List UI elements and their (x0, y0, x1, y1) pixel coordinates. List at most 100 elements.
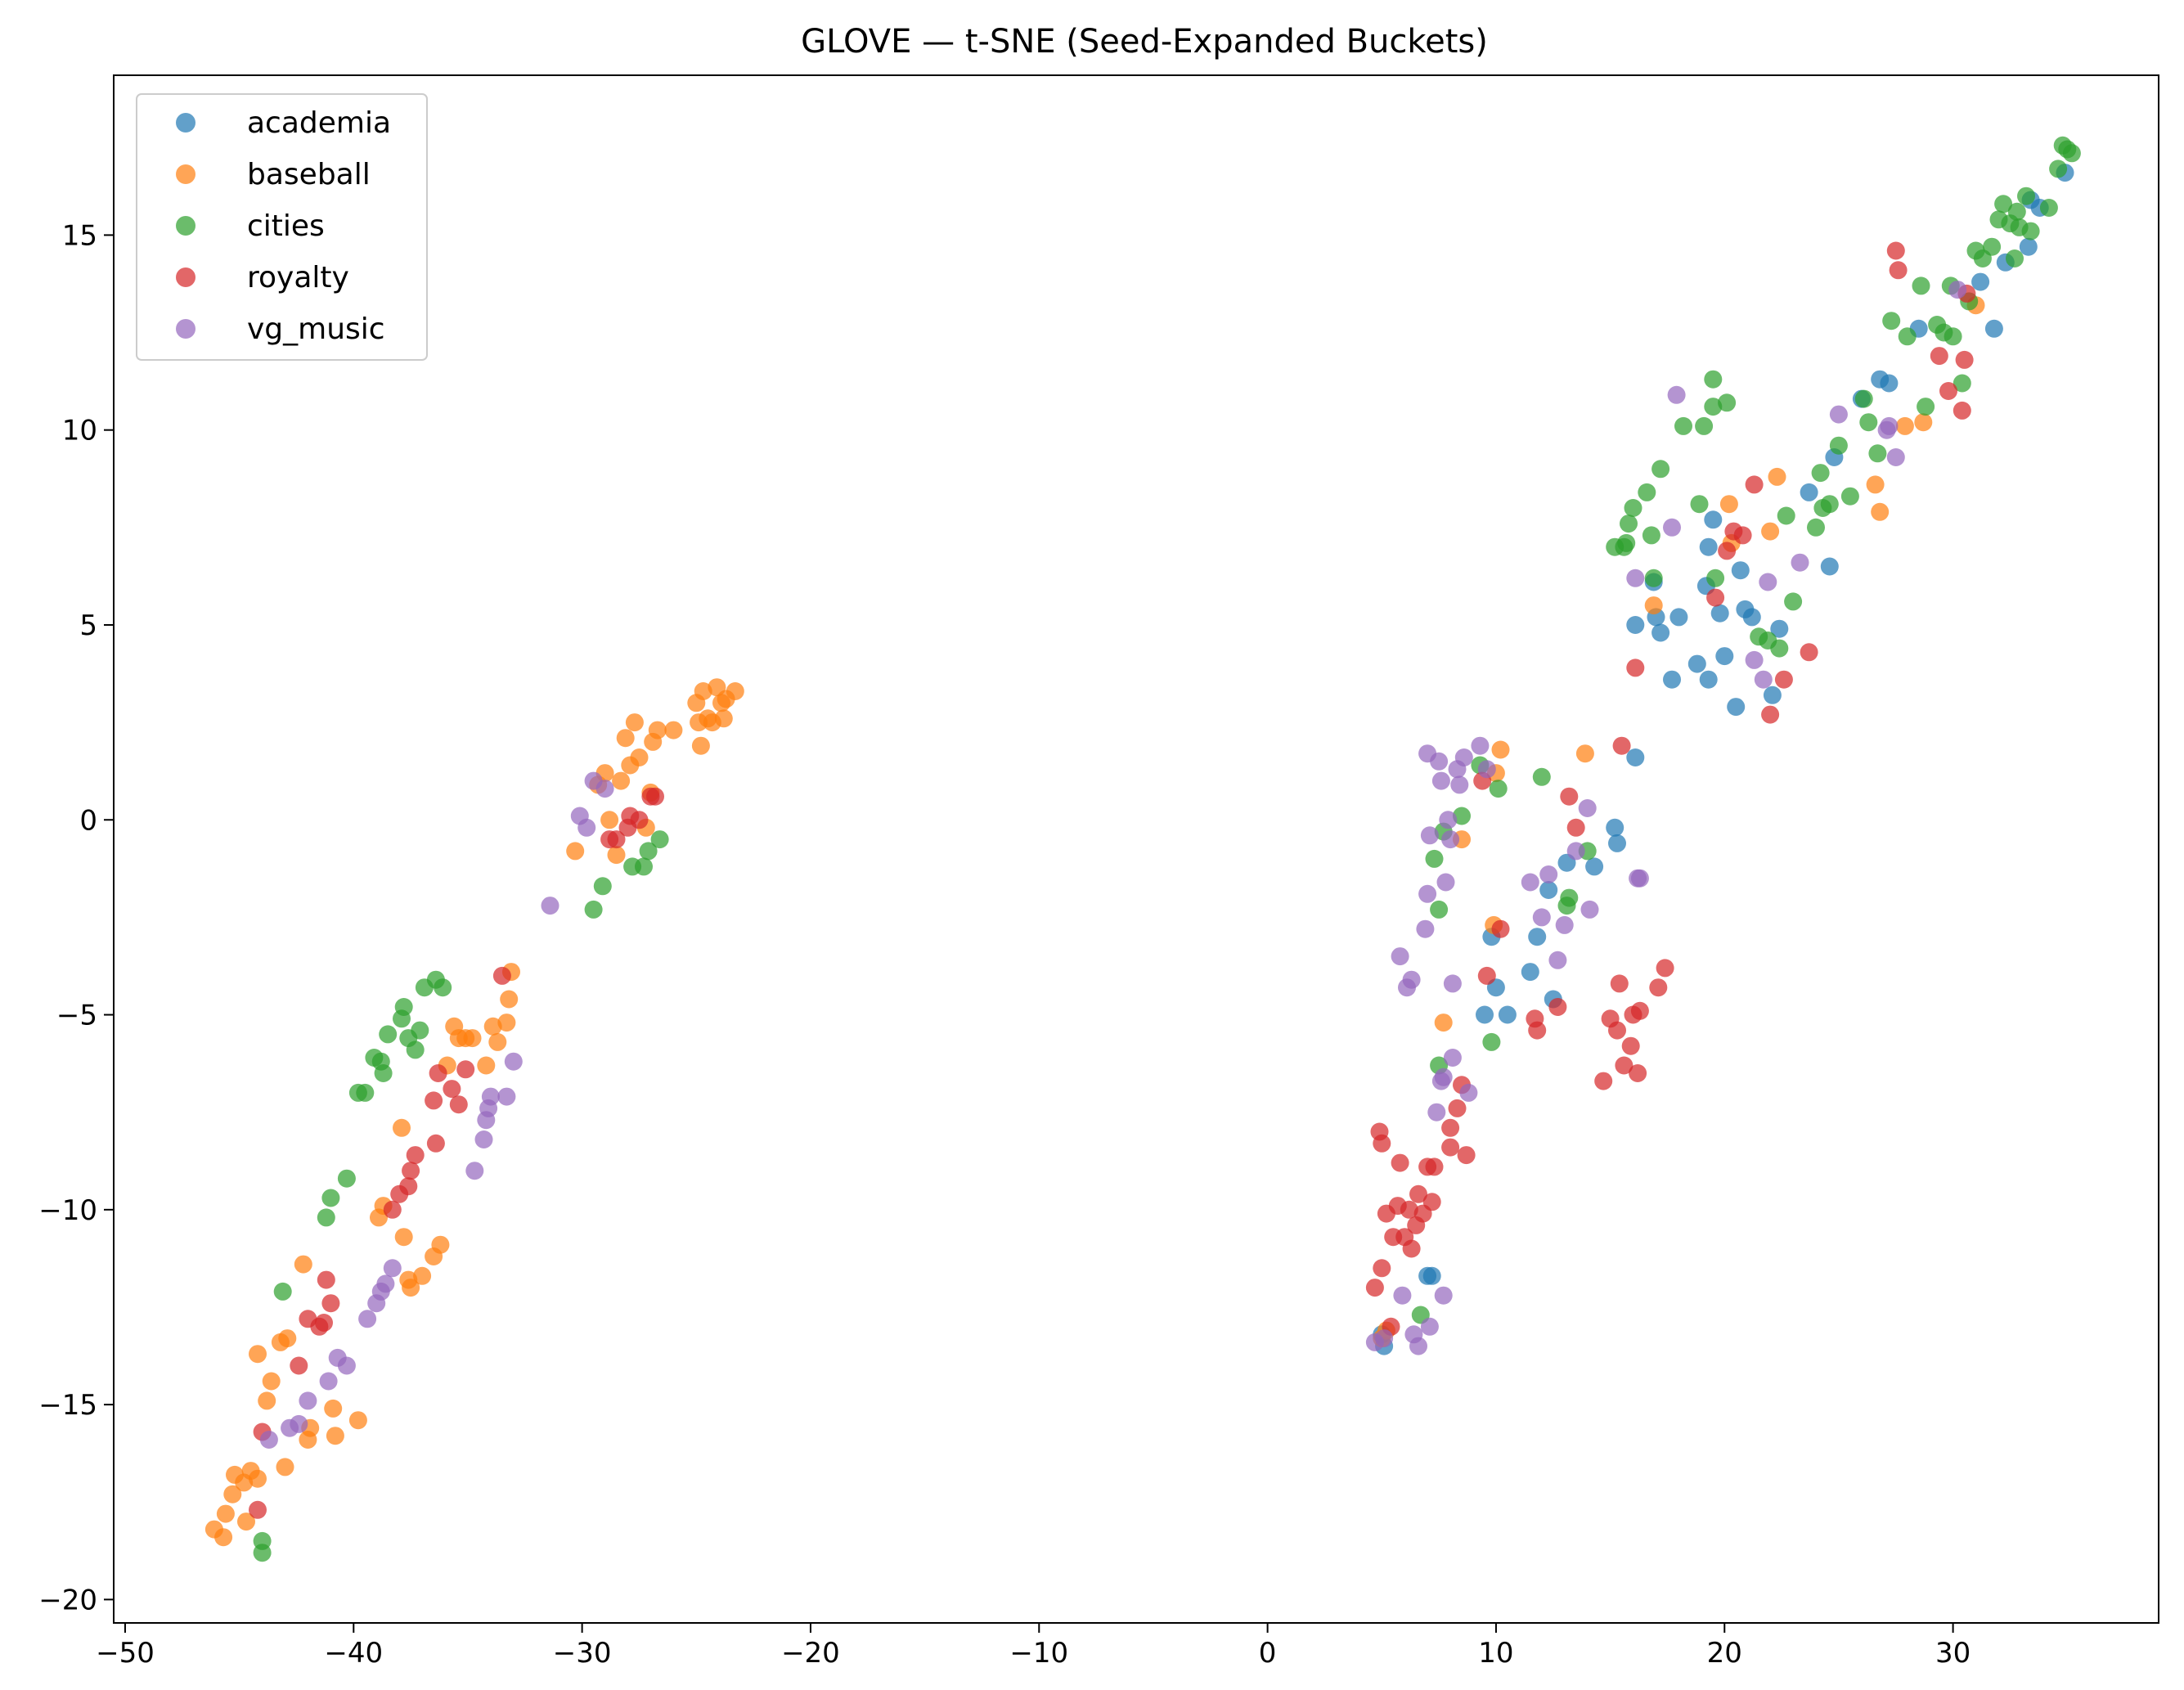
point-cities (1425, 849, 1444, 868)
point-royalty (1889, 261, 1908, 280)
point-vg-music (577, 818, 596, 837)
point-vg-music (376, 1274, 395, 1293)
point-baseball (237, 1512, 255, 1531)
legend: academia baseball cities royalty vg_music (136, 93, 428, 361)
point-vg-music (1402, 970, 1421, 989)
point-cities (2049, 160, 2068, 178)
point-vg-music (474, 1130, 493, 1148)
point-baseball (216, 1504, 235, 1523)
point-cities (1820, 495, 1839, 514)
point-royalty (1953, 401, 1971, 420)
point-royalty (249, 1500, 267, 1519)
point-royalty (1955, 350, 1974, 369)
plot-frame (113, 74, 2159, 1624)
point-cities (1840, 487, 1859, 506)
point-baseball (477, 1056, 496, 1075)
point-baseball (714, 709, 733, 728)
point-vg-music (1420, 826, 1439, 845)
point-academia (1984, 319, 2003, 338)
point-academia (1521, 963, 1539, 982)
point-vg-music (1532, 908, 1551, 927)
x-tick-label: 20 (1707, 1637, 1742, 1670)
point-royalty (1560, 787, 1579, 806)
point-vg-music (481, 1087, 500, 1106)
point-vg-music (290, 1414, 308, 1433)
point-academia (1880, 374, 1899, 393)
y-tick-label: −20 (38, 1584, 97, 1616)
point-baseball (607, 846, 626, 865)
point-baseball (616, 729, 635, 748)
x-tick-label: 30 (1935, 1637, 1971, 1670)
point-vg-music (1548, 951, 1567, 969)
point-cities (1944, 327, 1962, 346)
point-cities (1829, 436, 1848, 455)
point-royalty (1718, 542, 1737, 560)
point-cities (321, 1189, 340, 1207)
point-vg-music (1667, 385, 1686, 404)
point-vg-music (1630, 869, 1649, 888)
y-tick-label: 10 (62, 415, 97, 447)
point-royalty (1930, 347, 1948, 366)
legend-label: baseball (247, 158, 371, 191)
point-cities (317, 1208, 335, 1227)
point-baseball (566, 842, 585, 861)
point-vg-music (1578, 799, 1597, 817)
point-royalty (406, 1146, 425, 1165)
point-royalty (1365, 1279, 1384, 1297)
y-tick-label: 5 (79, 609, 97, 642)
point-academia (1422, 1266, 1441, 1285)
point-academia (1704, 510, 1723, 529)
point-vg-music (465, 1162, 484, 1180)
point-royalty (1425, 1157, 1444, 1176)
point-royalty (1615, 1056, 1634, 1075)
point-baseball (276, 1458, 294, 1477)
point-royalty (425, 1091, 443, 1110)
point-baseball (1871, 502, 1890, 521)
x-tick-label: 0 (1259, 1637, 1277, 1670)
point-royalty (1491, 919, 1510, 938)
point-cities (394, 998, 413, 1016)
point-cities (2039, 199, 2058, 217)
point-academia (1715, 647, 1734, 666)
point-baseball (393, 1118, 411, 1137)
point-vg-music (1427, 1103, 1446, 1121)
point-baseball (600, 811, 619, 829)
point-royalty (630, 811, 649, 829)
point-cities (1868, 444, 1887, 463)
point-vg-music (595, 780, 614, 798)
point-baseball (648, 721, 667, 739)
point-baseball (1761, 522, 1780, 541)
x-tick-label: −30 (553, 1637, 612, 1670)
point-cities (2006, 249, 2024, 267)
point-cities (273, 1282, 292, 1301)
point-vg-music (319, 1372, 338, 1391)
point-baseball (326, 1427, 344, 1445)
point-cities (1770, 639, 1789, 658)
point-cities (593, 877, 612, 896)
point-cities (1994, 195, 2013, 213)
point-royalty (1594, 1072, 1613, 1090)
point-vg-music (1375, 1329, 1394, 1348)
point-vg-music (1829, 405, 1848, 424)
point-royalty (1761, 705, 1780, 724)
legend-label: cities (247, 209, 325, 243)
point-cities (1674, 416, 1692, 435)
point-cities (1704, 398, 1723, 416)
point-baseball (258, 1391, 276, 1410)
y-axis: −20 −15 −10 −5 0 5 10 15 (38, 219, 114, 1616)
point-baseball (1866, 475, 1885, 494)
point-vg-music (1539, 865, 1558, 883)
point-cities (1784, 592, 1803, 611)
point-academia (1476, 1005, 1494, 1024)
point-cities (1983, 237, 2002, 256)
point-royalty (1391, 1153, 1409, 1172)
legend-box (136, 93, 428, 361)
point-baseball (262, 1372, 281, 1391)
point-royalty (290, 1356, 308, 1375)
point-vg-music (1948, 281, 1967, 299)
point-academia (1528, 928, 1547, 946)
point-royalty (317, 1270, 335, 1289)
point-vg-music (299, 1391, 317, 1410)
point-cities (1695, 416, 1714, 435)
point-baseball (691, 736, 710, 755)
